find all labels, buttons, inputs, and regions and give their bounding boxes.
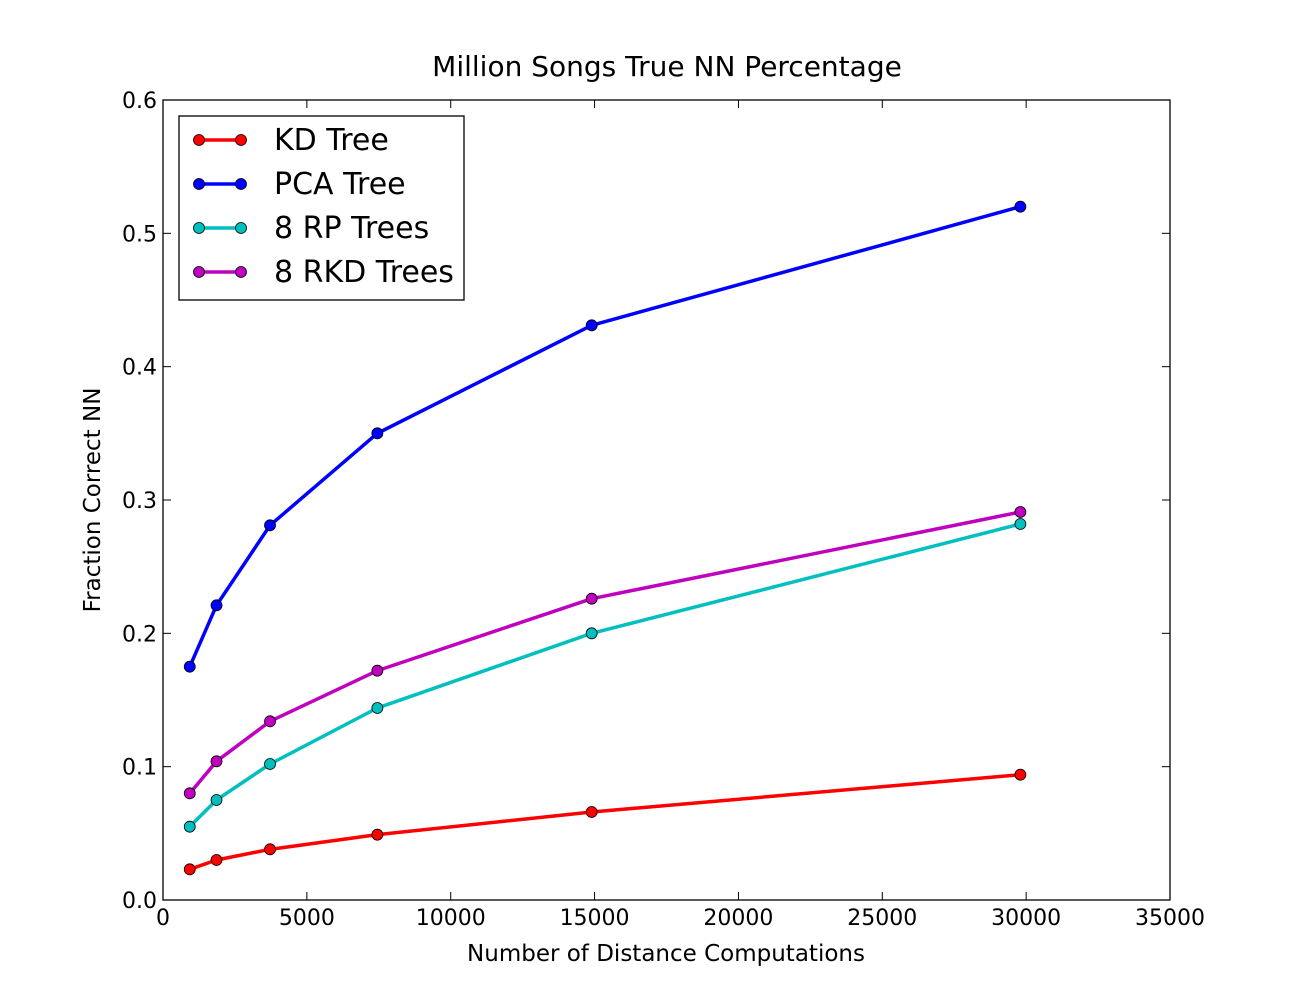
series-pca-tree xyxy=(183,200,1027,673)
data-point xyxy=(371,664,384,677)
data-point xyxy=(183,787,196,800)
data-point xyxy=(1014,200,1027,213)
legend-entry: 8 RP Trees xyxy=(193,211,429,246)
x-tick-label: 30000 xyxy=(991,906,1061,931)
legend-marker xyxy=(235,134,247,146)
x-tick-label: 10000 xyxy=(416,906,486,931)
legend-box xyxy=(178,115,465,301)
legend-entry: KD Tree xyxy=(193,123,389,158)
legend: KD Tree PCA Tree 8 RP Trees 8 RKD Trees xyxy=(178,115,465,301)
legend-marker xyxy=(235,266,247,278)
legend-marker xyxy=(193,266,205,278)
data-point xyxy=(210,755,223,768)
data-point xyxy=(585,592,598,605)
series-line xyxy=(188,204,1021,668)
legend-marker xyxy=(235,222,247,234)
x-tick-label: 0 xyxy=(156,906,170,931)
data-point xyxy=(210,599,223,612)
chart-title: Million Songs True NN Percentage xyxy=(432,50,902,83)
plot-frame xyxy=(162,99,1171,901)
x-tick-label: 5000 xyxy=(279,906,335,931)
y-axis-label: Fraction Correct NN xyxy=(80,388,106,613)
legend-marker xyxy=(193,222,205,234)
legend-marker xyxy=(193,178,205,190)
legend-label: 8 RKD Trees xyxy=(274,255,454,290)
y-tick-label: 0.2 xyxy=(122,622,157,647)
data-point xyxy=(264,843,276,856)
data-point xyxy=(264,519,276,532)
x-axis-label: Number of Distance Computations xyxy=(467,941,865,967)
data-point xyxy=(1014,506,1027,518)
data-point xyxy=(1014,518,1027,530)
data-point xyxy=(264,758,276,770)
y-tick-label: 0.6 xyxy=(122,89,157,114)
data-point xyxy=(264,715,276,728)
data-point xyxy=(585,319,598,332)
legend-marker xyxy=(193,134,205,146)
data-point xyxy=(183,660,196,673)
x-tick-label: 20000 xyxy=(703,906,773,931)
series-kd-tree xyxy=(183,768,1027,876)
series-8-rkd-trees xyxy=(183,506,1027,800)
y-tick-label: 0.4 xyxy=(122,356,157,381)
data-point xyxy=(585,806,598,818)
data-point xyxy=(371,828,384,841)
data-point xyxy=(1014,768,1027,781)
x-tick-label: 15000 xyxy=(560,906,630,931)
data-point xyxy=(183,820,196,833)
y-tick-label: 0.0 xyxy=(122,889,157,914)
series-8-rp-trees xyxy=(183,518,1027,833)
data-point xyxy=(371,702,384,714)
series-line xyxy=(188,510,1021,795)
series-line xyxy=(188,522,1021,828)
data-point xyxy=(210,794,223,806)
y-tick-label: 0.1 xyxy=(122,756,157,781)
data-point xyxy=(371,427,384,440)
x-tick-label: 25000 xyxy=(847,906,917,931)
axis-ticks: 0 5000 10000 15000 20000 25000 30000 35000 0.0 0.… xyxy=(122,89,1205,931)
legend-label: 8 RP Trees xyxy=(274,211,429,246)
legend-entry: 8 RKD Trees xyxy=(193,255,454,290)
data-point xyxy=(585,627,598,640)
legend-label: KD Tree xyxy=(274,123,389,158)
legend-marker xyxy=(235,178,247,190)
y-tick-label: 0.3 xyxy=(122,489,157,514)
legend-entry: PCA Tree xyxy=(193,167,406,202)
data-point xyxy=(183,863,196,876)
series-layer xyxy=(183,200,1027,876)
legend-label: PCA Tree xyxy=(274,167,406,202)
y-tick-label: 0.5 xyxy=(122,222,157,247)
x-tick-label: 35000 xyxy=(1135,906,1205,931)
data-point xyxy=(210,854,223,866)
